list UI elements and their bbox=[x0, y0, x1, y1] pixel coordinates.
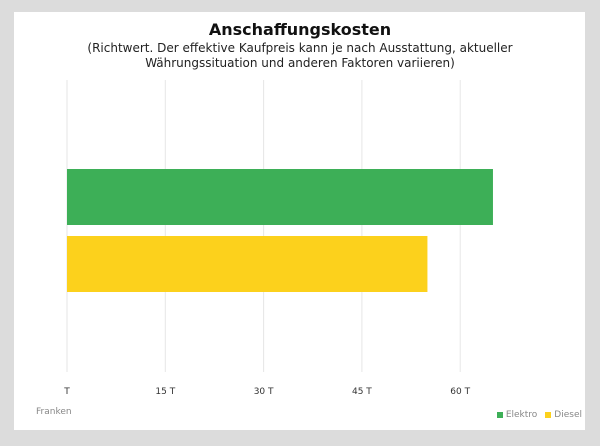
legend: Elektro Diesel bbox=[496, 410, 582, 420]
x-tick-label: T bbox=[63, 387, 70, 397]
legend-label-diesel: Diesel bbox=[554, 410, 582, 420]
x-tick-label: 60 T bbox=[450, 387, 470, 397]
chart-title: Anschaffungskosten bbox=[208, 20, 392, 39]
legend-swatch-diesel bbox=[545, 411, 552, 418]
legend-item-elektro[interactable]: Elektro bbox=[496, 410, 538, 420]
x-axis-label: Franken bbox=[36, 407, 72, 417]
bar-elektro bbox=[67, 169, 493, 225]
x-tick-label: 15 T bbox=[155, 387, 175, 397]
chart-subtitle: (Richtwert. Der effektive Kaufpreis kann… bbox=[87, 41, 513, 70]
bar-diesel bbox=[67, 236, 428, 292]
legend-label-elektro: Elektro bbox=[505, 410, 538, 420]
legend-swatch-elektro bbox=[496, 411, 503, 418]
x-tick-label: 45 T bbox=[352, 387, 372, 397]
x-tick-label: 30 T bbox=[254, 387, 274, 397]
legend-item-diesel[interactable]: Diesel bbox=[545, 410, 582, 420]
